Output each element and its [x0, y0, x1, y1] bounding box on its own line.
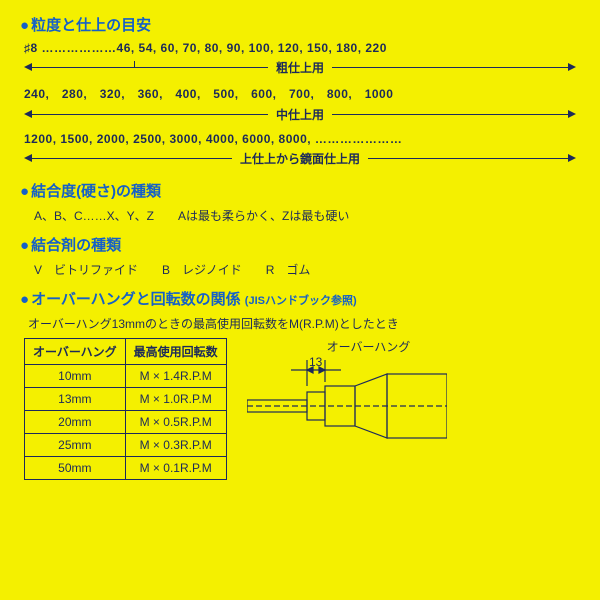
grit-values-1: 46, 54, 60, 70, 80, 90, 100, 120, 150, 1…	[117, 41, 387, 55]
bullet-icon: ●	[20, 291, 29, 308]
grit-row-2: 240, 280, 320, 360, 400, 500, 600, 700, …	[20, 85, 580, 102]
col-maxrpm: 最高使用回転数	[125, 339, 226, 365]
dimension-text: 13	[309, 355, 323, 369]
grit-title: 粒度と仕上の目安	[31, 17, 151, 34]
diagram-label-top: オーバーハング	[327, 338, 411, 355]
range-label-3: 上仕上から鏡面仕上用	[232, 150, 368, 167]
table-row: 25mmM × 0.3R.P.M	[25, 434, 227, 457]
section-title-bond: ●結合剤の種類	[20, 234, 580, 255]
hardness-title: 結合度(硬さ)の種類	[31, 183, 161, 200]
table-row: 10mmM × 1.4R.P.M	[25, 365, 227, 388]
section-title-overhang: ●オーバーハングと回転数の関係 (JISハンドブック参照)	[20, 288, 580, 309]
section-title-hardness: ●結合度(硬さ)の種類	[20, 180, 580, 201]
col-overhang: オーバーハング	[25, 339, 126, 365]
bond-body: V ビトリファイド B レジノイド R ゴム	[34, 261, 580, 278]
range-bar-2: 中仕上用	[20, 104, 580, 126]
grit-values-2: 240, 280, 320, 360, 400, 500, 600, 700, …	[24, 87, 393, 101]
bullet-icon: ●	[20, 183, 29, 200]
table-row: 13mmM × 1.0R.P.M	[25, 388, 227, 411]
overhang-table: オーバーハング 最高使用回転数 10mmM × 1.4R.P.M 13mmM ×…	[24, 338, 227, 480]
table-row: 20mmM × 0.5R.P.M	[25, 411, 227, 434]
overhang-title-sub: (JISハンドブック参照)	[245, 295, 357, 307]
overhang-lead: オーバーハング13mmのときの最高使用回転数をM(R.P.M)としたとき	[28, 315, 580, 332]
section-title-grit: ●粒度と仕上の目安	[20, 14, 580, 35]
grit-values-3: 1200, 1500, 2000, 2500, 3000, 4000, 6000…	[24, 132, 402, 146]
range-bar-1: 粗仕上用	[20, 57, 580, 79]
bond-title: 結合剤の種類	[31, 237, 121, 254]
hardness-body: A、B、C……X、Y、Z Aは最も柔らかく、Zは最も硬い	[34, 207, 580, 224]
grit-row-1: ♯8 ………………46, 54, 60, 70, 80, 90, 100, 12…	[20, 41, 580, 55]
bullet-icon: ●	[20, 237, 29, 254]
table-row: 50mmM × 0.1R.P.M	[25, 457, 227, 480]
bullet-icon: ●	[20, 17, 29, 34]
overhang-diagram: オーバーハング 13	[247, 338, 447, 478]
grit-row-3: 1200, 1500, 2000, 2500, 3000, 4000, 6000…	[20, 132, 580, 146]
overhang-table-wrap: オーバーハング 最高使用回転数 10mmM × 1.4R.P.M 13mmM ×…	[24, 338, 580, 480]
range-bar-3: 上仕上から鏡面仕上用	[20, 148, 580, 170]
table-header-row: オーバーハング 最高使用回転数	[25, 339, 227, 365]
grit-prefix: ♯8 ………………	[24, 41, 117, 55]
tool-diagram-svg: 13	[247, 338, 447, 478]
overhang-title-main: オーバーハングと回転数の関係	[31, 291, 241, 308]
range-label-2: 中仕上用	[268, 106, 332, 123]
range-label-1: 粗仕上用	[268, 59, 332, 76]
